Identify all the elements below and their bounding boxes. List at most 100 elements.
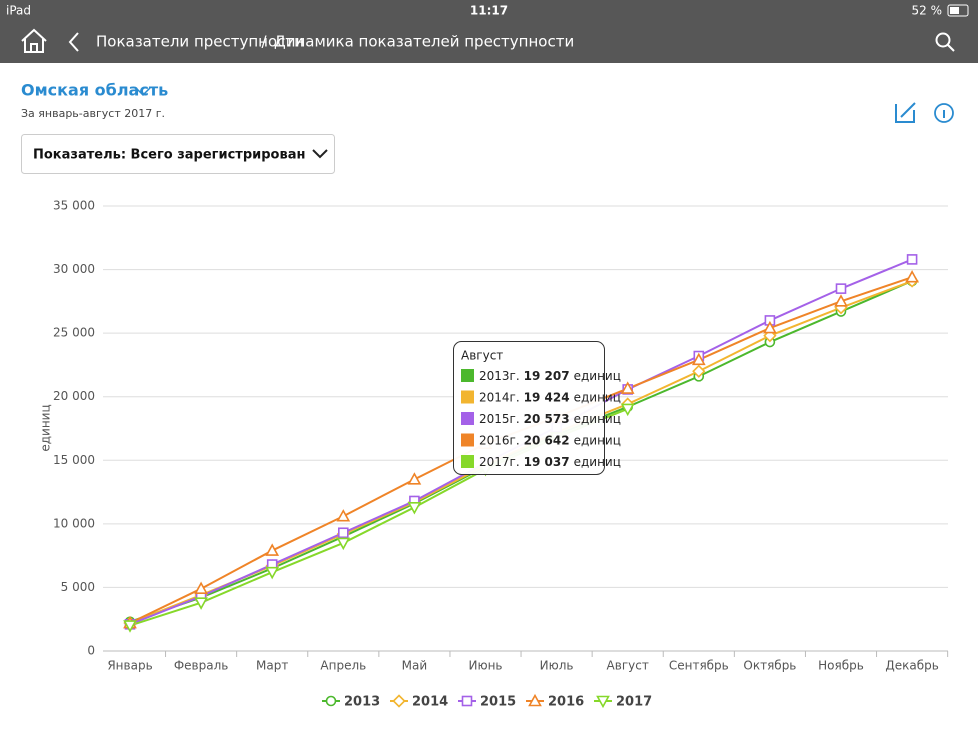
tooltip-part: 20 642 <box>524 433 570 447</box>
battery-level: 52 % <box>912 4 943 18</box>
info-button[interactable] <box>934 103 954 123</box>
data-point <box>835 283 847 294</box>
data-point <box>620 403 635 417</box>
data-point <box>905 270 919 283</box>
x-tick-label: Май <box>402 659 428 673</box>
y-tick-label: 30 000 <box>53 262 95 276</box>
breadcrumb-page: Динамика показателей преступности <box>274 33 574 51</box>
y-tick-label: 25 000 <box>53 326 95 340</box>
tooltip-part: единиц <box>574 390 621 404</box>
tooltip-part: 2013 <box>479 369 510 383</box>
x-tick-label: Октябрь <box>743 659 796 673</box>
tooltip-title: Август <box>461 349 503 363</box>
indicator-dropdown[interactable] <box>21 134 335 174</box>
legend-marker <box>392 694 406 708</box>
breadcrumb-section[interactable]: Показатели преступности <box>96 33 304 51</box>
x-tick-label: Декабрь <box>885 659 938 673</box>
tooltip-part: г. <box>510 455 520 469</box>
data-point <box>763 320 777 334</box>
tooltip-swatch <box>461 369 474 382</box>
data-point <box>194 581 208 595</box>
device-name: iPad <box>6 4 31 18</box>
tooltip-part: 19 037 <box>524 455 570 469</box>
home-button[interactable] <box>21 28 47 53</box>
data-point <box>123 620 137 633</box>
legend-label: 2016 <box>548 695 584 710</box>
data-point <box>265 566 280 580</box>
x-tick-label: Август <box>607 659 649 673</box>
legend-label: 2014 <box>412 695 448 710</box>
edit-button[interactable] <box>895 102 916 123</box>
tooltip-row: 2013г. 19 207 единиц <box>479 369 621 383</box>
breadcrumb-separator: / <box>261 33 267 51</box>
search-button[interactable] <box>935 32 951 48</box>
clock: 11:17 <box>470 4 508 18</box>
region-chevron[interactable] <box>135 87 151 97</box>
tooltip-part: 20 573 <box>524 412 570 426</box>
tooltip-part: единиц <box>574 455 621 469</box>
search-handle <box>947 44 955 52</box>
dropdown-chevron[interactable] <box>312 149 328 159</box>
data-point <box>834 294 848 307</box>
tooltip-swatch <box>461 455 474 468</box>
data-point <box>336 509 351 522</box>
data-point <box>407 502 422 515</box>
x-tick-label: Апрель <box>320 659 366 673</box>
data-point <box>620 381 635 394</box>
tooltip-row: 2017г. 19 037 единиц <box>479 455 621 469</box>
top-bar <box>0 0 978 63</box>
region-selector[interactable]: Омская область <box>21 81 168 100</box>
y-tick-label: 5 000 <box>61 580 95 594</box>
data-point <box>407 472 422 485</box>
period: За январь-август 2017 г. <box>21 107 165 120</box>
y-tick-label: 0 <box>87 644 95 658</box>
tooltip-part: 19 207 <box>524 369 570 383</box>
x-tick-label: Ноябрь <box>818 659 864 673</box>
data-point <box>336 537 351 551</box>
y-tick-label: 20 000 <box>53 389 95 403</box>
x-tick-label: Январь <box>107 659 152 673</box>
tooltip-part: г. <box>510 369 520 383</box>
tooltip-part: единиц <box>574 369 621 383</box>
tooltip-part: 2015 <box>479 412 510 426</box>
tooltip-part: 2014 <box>479 390 510 404</box>
tooltip-swatch <box>461 390 474 404</box>
x-tick-label: Февраль <box>174 659 229 673</box>
tooltip-part: единиц <box>574 412 621 426</box>
indicator-value[interactable]: Показатель: Всего зарегистрировано пр <box>33 148 337 163</box>
data-point <box>194 597 208 610</box>
tooltip-box <box>453 341 605 475</box>
tooltip-row: 2014г. 19 424 единиц <box>479 390 621 404</box>
y-axis-label: единиц <box>39 404 53 451</box>
legend-marker <box>325 695 337 707</box>
tooltip-row: 2015г. 20 573 единиц <box>479 412 621 426</box>
back-button[interactable] <box>68 32 79 52</box>
legend-label: 2015 <box>480 695 516 710</box>
x-tick-label: Сентябрь <box>669 659 729 673</box>
battery-fill <box>950 7 959 14</box>
tooltip-part: г. <box>510 390 520 404</box>
data-point <box>265 543 280 556</box>
tooltip-row: 2016г. 20 642 единиц <box>479 433 621 447</box>
tooltip-part: 19 424 <box>524 390 570 404</box>
tooltip-swatch <box>461 412 474 425</box>
x-tick-label: Март <box>256 659 288 673</box>
data-point <box>692 364 706 378</box>
tooltip-part: 2017 <box>479 455 510 469</box>
data-point <box>691 352 706 366</box>
legend-marker <box>528 693 542 707</box>
x-tick-label: Июль <box>540 659 574 673</box>
legend-label: 2013 <box>344 695 380 710</box>
data-point <box>337 527 349 539</box>
data-point <box>906 254 918 265</box>
y-tick-label: 10 000 <box>53 516 95 530</box>
battery-icon <box>947 4 969 17</box>
tooltip-part: 2016 <box>479 433 510 447</box>
tooltip-part: единиц <box>574 433 621 447</box>
tooltip-part: г. <box>510 433 520 447</box>
tooltip-swatch <box>461 433 474 447</box>
legend-label: 2017 <box>616 695 652 710</box>
legend-marker <box>461 695 473 707</box>
